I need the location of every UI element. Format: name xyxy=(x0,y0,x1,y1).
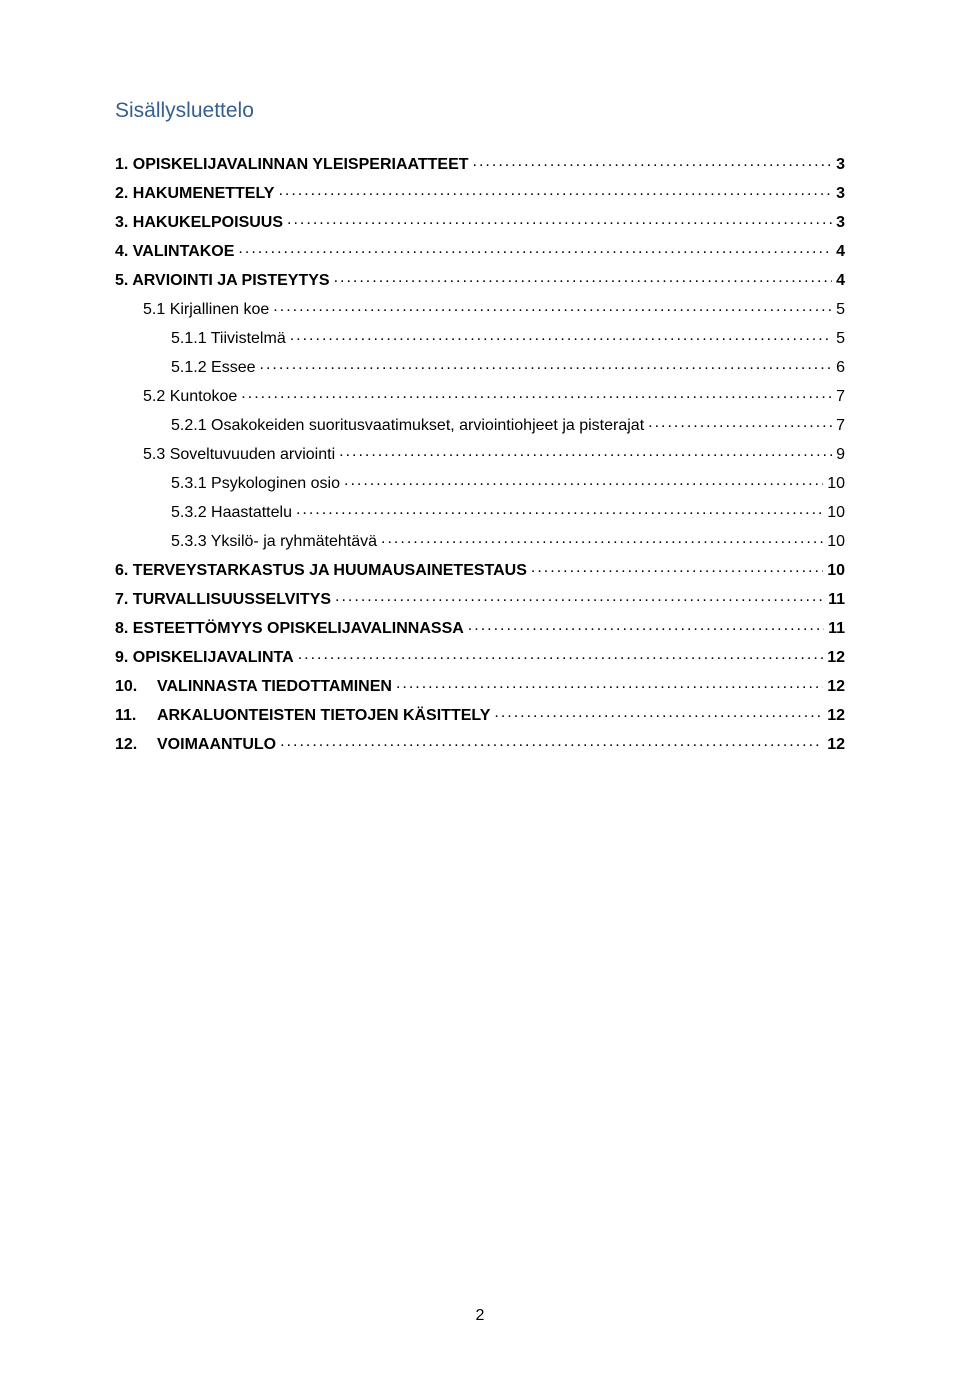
toc-entry-page: 5 xyxy=(836,330,845,348)
toc-entry[interactable]: 5. ARVIOINTI JA PISTEYTYS 4 xyxy=(115,269,845,290)
toc-entry-page: 3 xyxy=(836,214,845,232)
toc-dots xyxy=(278,182,832,198)
toc-title: Sisällysluettelo xyxy=(115,99,845,123)
toc-entry-page: 10 xyxy=(827,562,845,580)
toc-entry-page: 5 xyxy=(836,301,845,319)
toc-dots xyxy=(468,617,824,633)
toc-entry-page: 12 xyxy=(827,649,845,667)
toc-entry-label: 2. HAKUMENETTELY xyxy=(115,185,274,203)
toc-dots xyxy=(273,298,832,314)
toc-entry-label: 9. OPISKELIJAVALINTA xyxy=(115,649,294,667)
toc-entry-label: 1. OPISKELIJAVALINNAN YLEISPERIAATTEET xyxy=(115,156,469,174)
toc-dots xyxy=(396,675,823,691)
toc-dots xyxy=(290,327,832,343)
toc-dots xyxy=(335,588,824,604)
toc-entry[interactable]: 3. HAKUKELPOISUUS 3 xyxy=(115,211,845,232)
toc-entry-page: 12 xyxy=(827,707,845,725)
toc-entry-page: 6 xyxy=(836,359,845,377)
toc-entry-page: 9 xyxy=(836,446,845,464)
toc-entry-label: 5.3.2 Haastattelu xyxy=(171,504,292,522)
toc-entry-label: 5.1.1 Tiivistelmä xyxy=(171,330,286,348)
toc-entry-page: 4 xyxy=(836,243,845,261)
toc-entry-label: 4. VALINTAKOE xyxy=(115,243,234,261)
toc-dots xyxy=(241,385,832,401)
toc-entry-label: 5.1 Kirjallinen koe xyxy=(143,301,269,319)
toc-entry-page: 3 xyxy=(836,156,845,174)
toc-entry[interactable]: 7. TURVALLISUUSSELVITYS 11 xyxy=(115,588,845,609)
toc-entry[interactable]: 5.1.1 Tiivistelmä 5 xyxy=(115,327,845,348)
toc-entry-number: 12. xyxy=(115,736,157,754)
toc-entry-label: 5.3.1 Psykologinen osio xyxy=(171,475,340,493)
toc-dots xyxy=(473,153,833,169)
page-number: 2 xyxy=(476,1307,485,1325)
toc-entry-label: 5.1.2 Essee xyxy=(171,359,256,377)
toc-entry-page: 11 xyxy=(828,620,845,638)
toc-entry-label: 3. HAKUKELPOISUUS xyxy=(115,214,283,232)
toc-dots xyxy=(648,414,832,430)
toc-dots xyxy=(381,530,823,546)
toc-entry[interactable]: 5.3.2 Haastattelu 10 xyxy=(115,501,845,522)
toc-entry-label: 5.2 Kuntokoe xyxy=(143,388,237,406)
toc-entry[interactable]: 5.2.1 Osakokeiden suoritusvaatimukset, a… xyxy=(115,414,845,435)
toc-entry[interactable]: 5.3 Soveltuvuuden arviointi 9 xyxy=(115,443,845,464)
toc-entry-page: 7 xyxy=(836,417,845,435)
toc-entry[interactable]: 1. OPISKELIJAVALINNAN YLEISPERIAATTEET 3 xyxy=(115,153,845,174)
toc-dots xyxy=(494,704,823,720)
toc-entry-number: 10. xyxy=(115,678,157,696)
toc-entry-page: 10 xyxy=(827,475,845,493)
toc-entry-label: 5. ARVIOINTI JA PISTEYTYS xyxy=(115,272,330,290)
toc-entry[interactable]: 11.ARKALUONTEISTEN TIETOJEN KÄSITTELY 12 xyxy=(115,704,845,725)
toc-entry[interactable]: 12.VOIMAANTULO 12 xyxy=(115,733,845,754)
toc-entry-page: 7 xyxy=(836,388,845,406)
toc-entry[interactable]: 9. OPISKELIJAVALINTA 12 xyxy=(115,646,845,667)
toc-entry[interactable]: 4. VALINTAKOE 4 xyxy=(115,240,845,261)
toc-entry-number: 11. xyxy=(115,707,157,725)
toc-container: 1. OPISKELIJAVALINNAN YLEISPERIAATTEET32… xyxy=(115,153,845,754)
toc-entry[interactable]: 2. HAKUMENETTELY 3 xyxy=(115,182,845,203)
toc-dots xyxy=(287,211,832,227)
toc-dots xyxy=(334,269,833,285)
toc-entry-page: 12 xyxy=(827,736,845,754)
toc-entry-label: 5.3.3 Yksilö- ja ryhmätehtävä xyxy=(171,533,377,551)
toc-dots xyxy=(238,240,832,256)
toc-entry-page: 4 xyxy=(836,272,845,290)
toc-entry-page: 3 xyxy=(836,185,845,203)
toc-dots xyxy=(339,443,832,459)
toc-entry-label: ARKALUONTEISTEN TIETOJEN KÄSITTELY xyxy=(157,707,490,725)
toc-entry-page: 11 xyxy=(828,591,845,609)
toc-entry-label: VOIMAANTULO xyxy=(157,736,276,754)
toc-entry[interactable]: 6. TERVEYSTARKASTUS JA HUUMAUSAINETESTAU… xyxy=(115,559,845,580)
toc-entry[interactable]: 8. ESTEETTÖMYYS OPISKELIJAVALINNASSA 11 xyxy=(115,617,845,638)
toc-entry-page: 10 xyxy=(827,533,845,551)
toc-entry-page: 10 xyxy=(827,504,845,522)
toc-entry-page: 12 xyxy=(827,678,845,696)
toc-entry-label: VALINNASTA TIEDOTTAMINEN xyxy=(157,678,392,696)
toc-entry[interactable]: 5.1 Kirjallinen koe 5 xyxy=(115,298,845,319)
toc-dots xyxy=(280,733,823,749)
toc-entry[interactable]: 10.VALINNASTA TIEDOTTAMINEN 12 xyxy=(115,675,845,696)
toc-entry-label: 5.2.1 Osakokeiden suoritusvaatimukset, a… xyxy=(171,417,644,435)
toc-dots xyxy=(531,559,823,575)
toc-entry-label: 6. TERVEYSTARKASTUS JA HUUMAUSAINETESTAU… xyxy=(115,562,527,580)
toc-dots xyxy=(344,472,823,488)
toc-entry[interactable]: 5.3.1 Psykologinen osio 10 xyxy=(115,472,845,493)
toc-entry-label: 5.3 Soveltuvuuden arviointi xyxy=(143,446,335,464)
toc-entry[interactable]: 5.2 Kuntokoe 7 xyxy=(115,385,845,406)
toc-entry-label: 8. ESTEETTÖMYYS OPISKELIJAVALINNASSA xyxy=(115,620,464,638)
toc-dots xyxy=(298,646,824,662)
toc-dots xyxy=(296,501,823,517)
toc-entry-label: 7. TURVALLISUUSSELVITYS xyxy=(115,591,331,609)
toc-dots xyxy=(260,356,833,372)
toc-entry[interactable]: 5.3.3 Yksilö- ja ryhmätehtävä 10 xyxy=(115,530,845,551)
toc-entry[interactable]: 5.1.2 Essee 6 xyxy=(115,356,845,377)
